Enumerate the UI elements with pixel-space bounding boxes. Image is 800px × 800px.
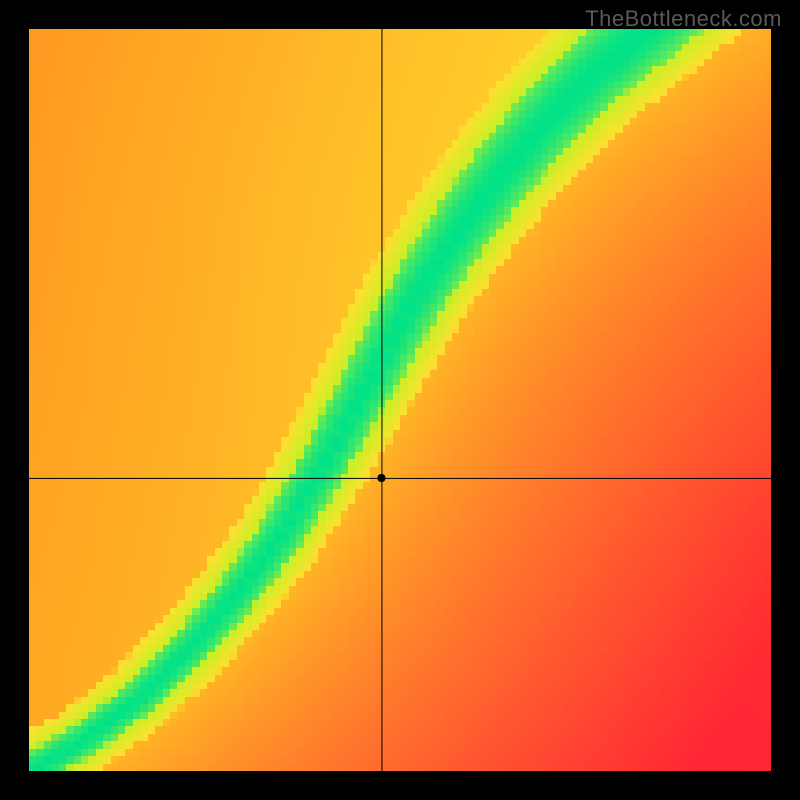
chart-container: TheBottleneck.com xyxy=(0,0,800,800)
heatmap-canvas xyxy=(29,29,771,771)
plot-area xyxy=(29,29,771,771)
watermark-text: TheBottleneck.com xyxy=(585,6,782,32)
